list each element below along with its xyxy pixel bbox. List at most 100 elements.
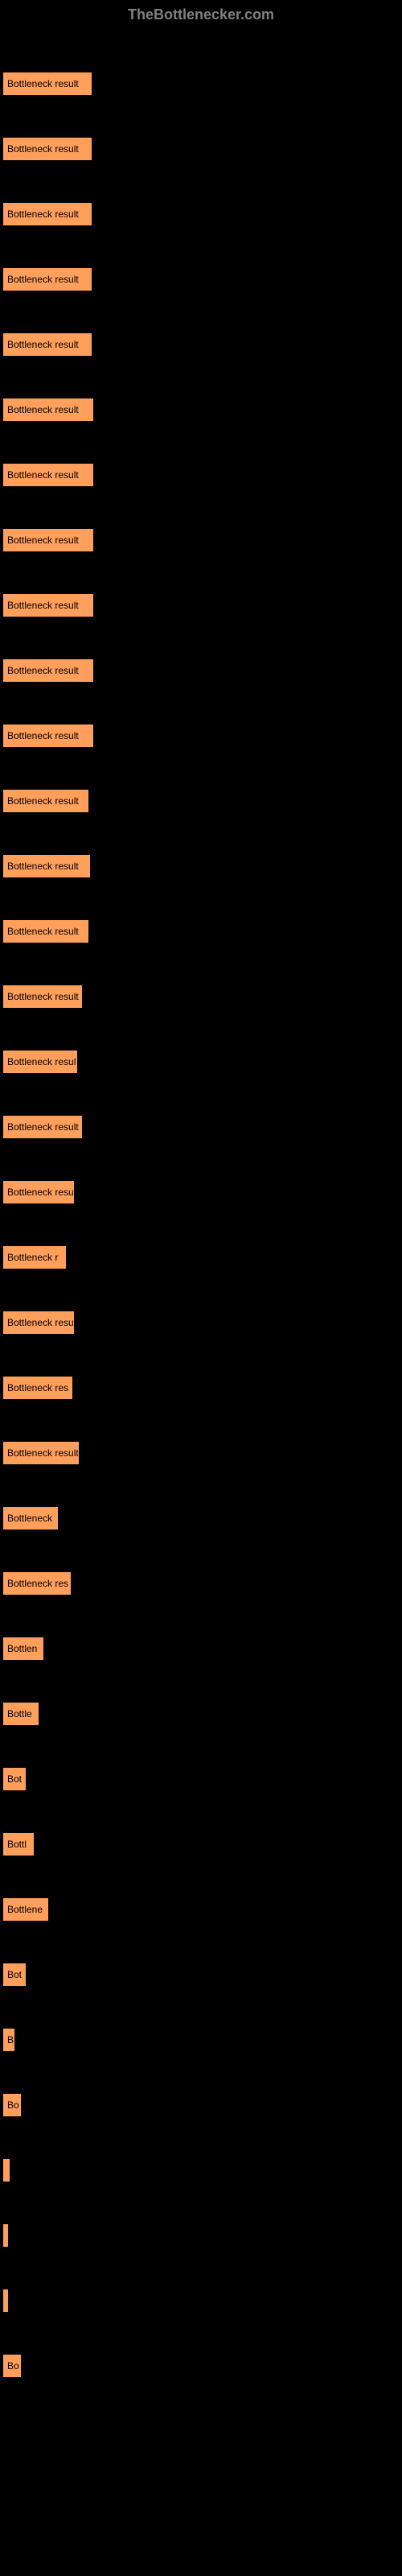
bar-row: Bo bbox=[3, 2094, 399, 2116]
bar-row: Bottleneck result bbox=[3, 529, 399, 551]
bar: Bottl bbox=[3, 1833, 34, 1856]
bar-label: Bottleneck result bbox=[7, 665, 79, 676]
bar: Bottleneck result bbox=[3, 268, 92, 291]
bar-row: Bot bbox=[3, 1963, 399, 1986]
bar bbox=[3, 2224, 8, 2247]
bar-label: Bottleneck result bbox=[7, 339, 79, 350]
bar-label: Bo bbox=[7, 2099, 19, 2111]
bar: Bottle bbox=[3, 1703, 39, 1725]
bar-label: Bottleneck result bbox=[7, 535, 79, 546]
bar: Bottleneck result bbox=[3, 1442, 79, 1464]
bar: Bottleneck result bbox=[3, 790, 88, 812]
bar-label: Bottleneck res bbox=[7, 1578, 68, 1589]
bar: Bottleneck result bbox=[3, 398, 93, 421]
bar-row: Bottleneck result bbox=[3, 268, 399, 291]
bar: Bottlene bbox=[3, 1898, 48, 1921]
bar-row: Bottleneck result bbox=[3, 72, 399, 95]
bar: Bottleneck result bbox=[3, 855, 90, 877]
bar: Bottleneck result bbox=[3, 333, 92, 356]
bar-label: Bot bbox=[7, 1773, 22, 1785]
site-header: TheBottlenecker.com bbox=[0, 0, 402, 30]
bar-row: Bottleneck result bbox=[3, 920, 399, 943]
bar-label: Bottlene bbox=[7, 1904, 43, 1915]
bar-label: Bottleneck result bbox=[7, 143, 79, 155]
bar-row bbox=[3, 2159, 399, 2182]
bar: Bottleneck res bbox=[3, 1572, 71, 1595]
bar-row: Bottleneck result bbox=[3, 464, 399, 486]
bar: Bottleneck result bbox=[3, 72, 92, 95]
bar: Bo bbox=[3, 2355, 21, 2377]
bar-row bbox=[3, 2289, 399, 2312]
bar: Bottleneck result bbox=[3, 985, 82, 1008]
bar-label: Bottleneck result bbox=[7, 861, 79, 872]
bar-label: Bottleneck resu bbox=[7, 1187, 74, 1198]
bar: Bottleneck result bbox=[3, 529, 93, 551]
bar: Bottlen bbox=[3, 1637, 43, 1660]
bar: Bottleneck result bbox=[3, 594, 93, 617]
bar-row bbox=[3, 2224, 399, 2247]
bar: Bottleneck result bbox=[3, 203, 92, 225]
bar-label: Bottleneck result bbox=[7, 208, 79, 220]
bar: Bottleneck result bbox=[3, 920, 88, 943]
bar-row: Bottleneck result bbox=[3, 1051, 399, 1073]
bar-label: Bottleneck resu bbox=[7, 1317, 74, 1328]
bar-row: Bottleneck result bbox=[3, 659, 399, 682]
bars-area: Bottleneck result Bottleneck result Bottle… bbox=[3, 72, 399, 2377]
bar: Bo bbox=[3, 2094, 21, 2116]
bar-label: Bottleneck res bbox=[7, 1382, 68, 1393]
bar-label: Bo bbox=[7, 2360, 19, 2372]
bar-row: Bottleneck result bbox=[3, 398, 399, 421]
bar-row: Bottleneck bbox=[3, 1507, 399, 1530]
bar-label: Bottleneck result bbox=[7, 1056, 77, 1067]
bar-label: Bottleneck r bbox=[7, 1252, 58, 1263]
bar-row: Bot bbox=[3, 1768, 399, 1790]
bar-label: Bottleneck result bbox=[7, 795, 79, 807]
bar: Bottleneck res bbox=[3, 1377, 72, 1399]
bar-row: Bottleneck resu bbox=[3, 1181, 399, 1203]
bar-row: Bottlene bbox=[3, 1898, 399, 1921]
bar: Bot bbox=[3, 1963, 26, 1986]
site-title: TheBottlenecker.com bbox=[128, 6, 274, 23]
bar: Bottleneck resu bbox=[3, 1181, 74, 1203]
bar-label: Bottle bbox=[7, 1708, 32, 1719]
bar-row: Bottleneck result bbox=[3, 333, 399, 356]
bar: Bottleneck result bbox=[3, 1051, 77, 1073]
bar-label: Bottleneck result bbox=[7, 469, 79, 481]
bar-row: Bottleneck result bbox=[3, 594, 399, 617]
bar-label: Bottl bbox=[7, 1839, 27, 1850]
bar-row: Bottleneck result bbox=[3, 790, 399, 812]
bar-row: Bottleneck result bbox=[3, 724, 399, 747]
bar-row: Bottle bbox=[3, 1703, 399, 1725]
bar: Bottleneck resu bbox=[3, 1311, 74, 1334]
bar: Bottleneck result bbox=[3, 1116, 82, 1138]
bar: Bottleneck result bbox=[3, 464, 93, 486]
bar-chart: Bottleneck result Bottleneck result Bottle… bbox=[0, 72, 402, 2398]
bar-row: Bottleneck result bbox=[3, 203, 399, 225]
bar-label: B bbox=[7, 2034, 14, 2046]
bar-label: Bottleneck result bbox=[7, 78, 79, 89]
bar-row: Bottleneck result bbox=[3, 1116, 399, 1138]
bar-label: Bottleneck result bbox=[7, 1447, 79, 1459]
bar-label: Bottleneck result bbox=[7, 730, 79, 741]
bar bbox=[3, 2289, 8, 2312]
bar-label: Bot bbox=[7, 1969, 22, 1980]
bar-row: Bo bbox=[3, 2355, 399, 2377]
bar-label: Bottleneck result bbox=[7, 404, 79, 415]
bar-label: Bottleneck result bbox=[7, 600, 79, 611]
bar: Bottleneck result bbox=[3, 659, 93, 682]
bar-label: Bottleneck result bbox=[7, 1121, 79, 1133]
bar bbox=[3, 2159, 10, 2182]
bar-row: B bbox=[3, 2029, 399, 2051]
bar-row: Bottleneck result bbox=[3, 985, 399, 1008]
bar: Bottleneck r bbox=[3, 1246, 66, 1269]
bar: Bot bbox=[3, 1768, 26, 1790]
bar-row: Bottlen bbox=[3, 1637, 399, 1660]
bar-row: Bottleneck resu bbox=[3, 1311, 399, 1334]
bar-label: Bottleneck bbox=[7, 1513, 52, 1524]
bar-row: Bottleneck result bbox=[3, 138, 399, 160]
bar-row: Bottl bbox=[3, 1833, 399, 1856]
bar-label: Bottlen bbox=[7, 1643, 37, 1654]
bar: Bottleneck result bbox=[3, 138, 92, 160]
bar-label: Bottleneck result bbox=[7, 274, 79, 285]
bar: B bbox=[3, 2029, 14, 2051]
